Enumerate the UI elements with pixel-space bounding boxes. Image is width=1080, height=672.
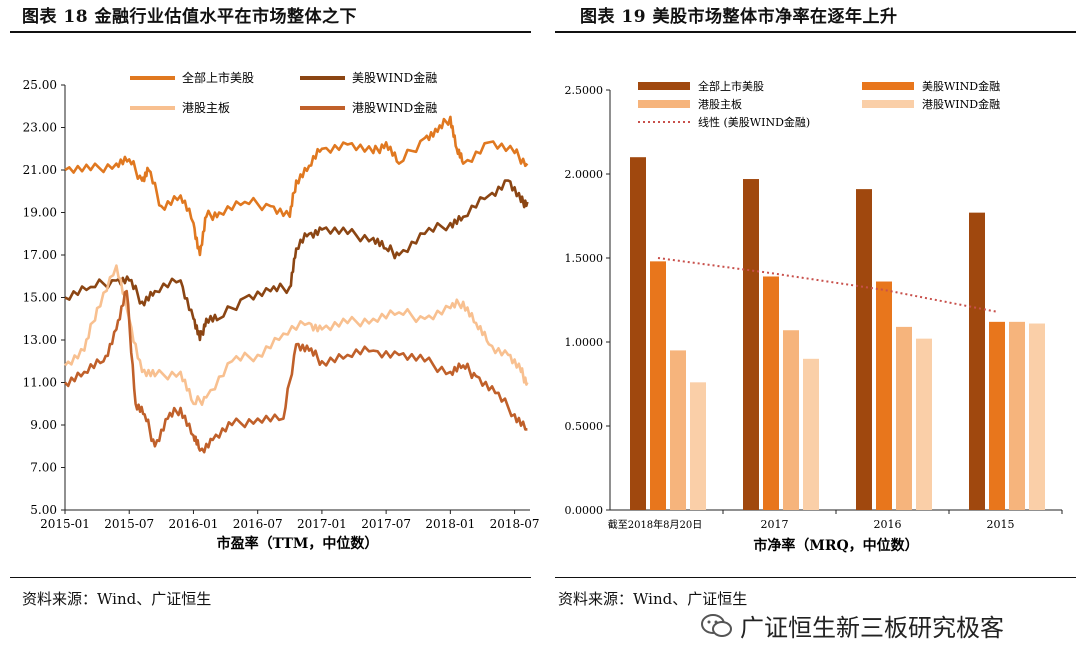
- left-x-tick-label: 2018-07: [490, 517, 540, 531]
- right-legend-swatch: [862, 100, 914, 108]
- left-source-note: 资料来源：Wind、广证恒生: [22, 590, 212, 608]
- right-bar: [783, 330, 799, 510]
- right-bar: [743, 179, 759, 511]
- left-bottom-rule: [10, 577, 531, 578]
- right-x-tick-label: 2016: [874, 518, 902, 531]
- right-legend-label: 美股WIND金融: [922, 79, 1000, 93]
- right-bottom-rule: [555, 577, 1076, 578]
- left-series-line: [64, 115, 529, 257]
- right-bar: [630, 157, 646, 510]
- right-bar-chart: 0.0000 0.5000 1.0000 1.5000 2.0000 2.5000 截至20…: [565, 79, 1063, 554]
- right-bar: [763, 276, 779, 510]
- right-bar: [803, 358, 819, 510]
- left-y-tick-label: 25.00: [23, 78, 57, 92]
- right-y-tick-label: 2.5000: [565, 84, 604, 97]
- right-legend-label: 港股WIND金融: [922, 97, 1000, 111]
- left-x-axis-label: 市盈率（TTM，中位数）: [217, 535, 379, 552]
- watermark-text: 广证恒生新三板研究极客: [740, 614, 1004, 642]
- right-x-tick-label: 2017: [761, 518, 789, 531]
- left-x-tick-label: 2015-01: [40, 517, 90, 531]
- right-bar: [650, 261, 666, 510]
- left-y-tick-label: 9.00: [30, 418, 57, 432]
- right-x-tick-label: 2015: [987, 518, 1015, 531]
- right-y-tick-label: 1.5000: [565, 252, 604, 265]
- right-bar: [896, 326, 912, 510]
- right-legend-swatch: [638, 100, 690, 108]
- left-chart-title: 图表 18 金融行业估值水平在市场整体之下: [22, 7, 357, 27]
- wechat-icon: [701, 613, 732, 637]
- right-legend-label: 全部上市美股: [698, 79, 764, 93]
- right-y-tick-label: 2.0000: [565, 168, 604, 181]
- right-trendline: [657, 257, 998, 313]
- right-y-tick-label: 0.0000: [565, 504, 604, 517]
- right-legend-swatch: [638, 82, 690, 90]
- left-x-tick-label: 2015-07: [104, 517, 154, 531]
- left-series-line: [64, 289, 528, 454]
- left-y-tick-label: 5.00: [30, 503, 57, 517]
- right-x-tick-label: 截至2018年8月20日: [608, 518, 703, 531]
- right-x-axis-label: 市净率（MRQ，中位数）: [753, 537, 918, 554]
- left-line-chart: 5.00 7.00 9.00 11.00 13.00 15.00 17.00 19.00 21.…: [23, 70, 540, 552]
- right-y-tick-label: 1.0000: [565, 336, 604, 349]
- right-bar: [1029, 323, 1045, 510]
- left-legend-label: 港股主板: [182, 101, 230, 115]
- right-bar: [856, 189, 872, 510]
- watermark: 广证恒生新三板研究极客: [700, 608, 1004, 643]
- left-series-line: [64, 264, 529, 406]
- left-x-tick-label: 2017-07: [361, 517, 411, 531]
- left-y-tick-label: 11.00: [23, 376, 57, 390]
- left-x-tick-label: 2016-01: [169, 517, 219, 531]
- left-y-tick-label: 17.00: [23, 248, 57, 262]
- right-bar: [969, 212, 985, 510]
- left-legend-label: 美股WIND金融: [352, 70, 437, 85]
- right-y-tick-label: 0.5000: [565, 420, 604, 433]
- right-bar: [876, 281, 892, 510]
- left-title-rule: [10, 31, 531, 33]
- left-y-tick-label: 19.00: [23, 206, 57, 220]
- right-bar: [690, 382, 706, 510]
- left-y-tick-label: 23.00: [23, 121, 57, 135]
- right-bar: [670, 350, 686, 510]
- left-x-tick-label: 2018-01: [425, 517, 475, 531]
- right-legend-trend-label: 线性 (美股WIND金融): [698, 115, 810, 129]
- left-y-tick-label: 21.00: [23, 163, 57, 177]
- right-legend-label: 港股主板: [698, 97, 742, 111]
- right-bar: [1009, 321, 1025, 510]
- left-y-tick-label: 13.00: [23, 333, 57, 347]
- right-bar: [916, 338, 932, 510]
- right-bar: [989, 321, 1005, 510]
- right-source-note: 资料来源：Wind、广证恒生: [558, 590, 748, 608]
- left-x-tick-label: 2016-07: [233, 517, 283, 531]
- left-legend-label: 港股WIND金融: [352, 100, 437, 115]
- left-legend-label: 全部上市美股: [182, 70, 254, 85]
- left-x-tick-label: 2017-01: [297, 517, 347, 531]
- left-series-line: [64, 179, 529, 342]
- right-title-rule: [555, 31, 1076, 33]
- left-y-tick-label: 15.00: [23, 291, 57, 305]
- left-y-tick-label: 7.00: [30, 461, 57, 475]
- right-legend-swatch: [862, 82, 914, 90]
- right-chart-title: 图表 19 美股市场整体市净率在逐年上升: [580, 7, 898, 27]
